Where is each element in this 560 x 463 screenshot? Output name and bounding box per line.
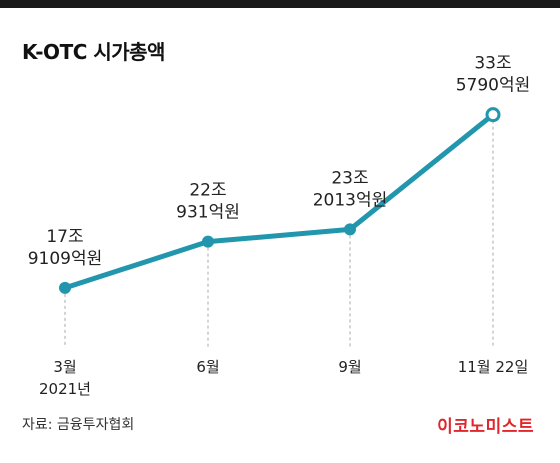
data-label-1-0: 22조 [189, 181, 226, 201]
x-tick-label-0-1: 2021년 [39, 380, 91, 398]
data-label-1-1: 931억원 [176, 203, 240, 223]
x-tick-label-3-0: 11월 22일 [458, 358, 529, 376]
x-tick-label-0-0: 3월 [53, 358, 76, 376]
chart-title: K-OTC 시가총액 [22, 40, 165, 64]
data-point-3 [485, 107, 501, 123]
top-bar [0, 0, 560, 8]
x-tick-label-1-0: 6월 [196, 358, 219, 376]
data-label-3-0: 33조 [474, 54, 511, 74]
data-point-2 [344, 223, 356, 236]
data-point-1 [202, 235, 214, 248]
data-label-3-1: 5790억원 [456, 76, 531, 96]
data-label-2-1: 2013억원 [313, 190, 388, 210]
data-label-2-0: 23조 [331, 168, 368, 188]
series-line [62, 112, 496, 291]
data-point-0 [59, 281, 71, 294]
publisher-logo: 이코노미스트 [437, 417, 534, 437]
data-label-0-1: 9109억원 [28, 249, 103, 269]
source-note: 자료: 금융투자협회 [22, 417, 135, 433]
x-tick-label-2-0: 9월 [338, 358, 361, 376]
data-label-0-0: 17조 [46, 227, 83, 247]
